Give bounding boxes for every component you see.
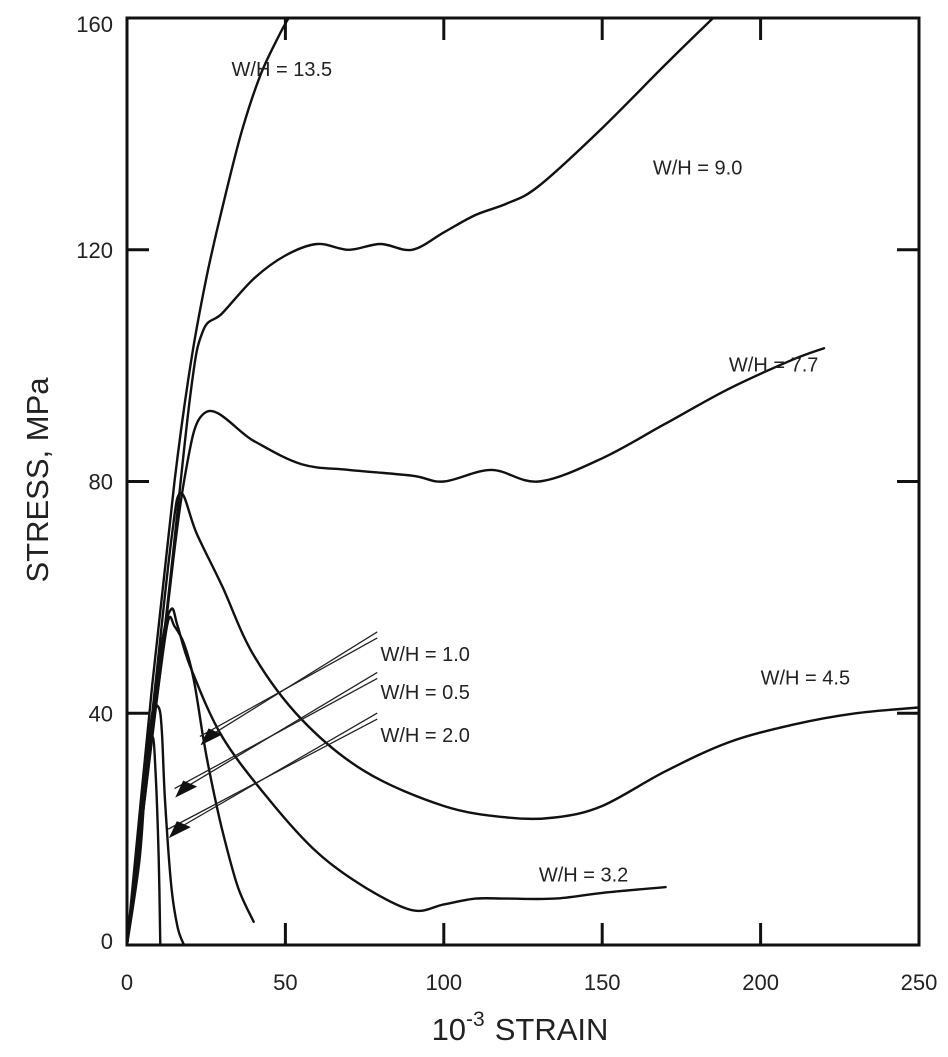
x-axis-title-base: 10 xyxy=(432,1012,466,1047)
curves xyxy=(127,18,919,945)
arrowhead-1-0 xyxy=(200,728,223,746)
curve-label-7-7: W/H = 7.7 xyxy=(729,354,818,376)
x-tick-label-0: 0 xyxy=(121,970,133,995)
curve-label-3-2: W/H = 3.2 xyxy=(539,864,628,886)
y-tick-label-40: 40 xyxy=(89,701,113,726)
x-axis-title-exponent: -3 xyxy=(466,1008,485,1031)
curve-9-0 xyxy=(127,18,715,945)
arrowhead-0-5 xyxy=(175,780,198,798)
y-tick-label-80: 80 xyxy=(89,470,113,495)
plot-frame xyxy=(125,16,921,947)
curve-label-2-0: W/H = 2.0 xyxy=(380,725,469,747)
x-axis-title: 10-3 STRAIN xyxy=(432,1008,609,1047)
label-leaders xyxy=(167,631,378,839)
leader-line-upper-2-0 xyxy=(181,712,378,827)
x-tick-label-50: 50 xyxy=(273,970,297,995)
curve-label-1-0: W/H = 1.0 xyxy=(380,644,469,666)
x-tick-label-100: 100 xyxy=(425,970,462,995)
y-axis-title: STRESS, MPa xyxy=(20,377,55,583)
y-tick-label-160: 160 xyxy=(76,12,113,37)
x-axis-title-text: STRAIN xyxy=(495,1012,609,1047)
curve-label-13-5: W/H = 13.5 xyxy=(232,59,333,81)
curve-labels: W/H = 13.5 W/H = 9.0 W/H = 7.7 W/H = 4.5 W/H… xyxy=(232,59,851,886)
x-tick-label-250: 250 xyxy=(901,970,938,995)
x-tick-label-200: 200 xyxy=(742,970,779,995)
curve-label-4-5: W/H = 4.5 xyxy=(761,667,850,689)
axis-ticks: 0 50 100 150 200 250 0 40 80 120 160 xyxy=(76,12,937,995)
curve-7-7 xyxy=(127,347,826,945)
y-tick-label-120: 120 xyxy=(76,238,113,263)
curve-4-5 xyxy=(127,491,919,945)
leader-line-upper-1-0 xyxy=(213,631,378,734)
x-tick-label-150: 150 xyxy=(584,970,621,995)
leader-line-upper-0-5 xyxy=(188,671,378,787)
curve-label-9-0: W/H = 9.0 xyxy=(653,157,742,179)
arrowhead-2-0 xyxy=(168,821,191,839)
curve-label-0-5: W/H = 0.5 xyxy=(380,682,469,704)
curve-13-5 xyxy=(127,18,290,945)
y-tick-label-0: 0 xyxy=(101,929,113,954)
